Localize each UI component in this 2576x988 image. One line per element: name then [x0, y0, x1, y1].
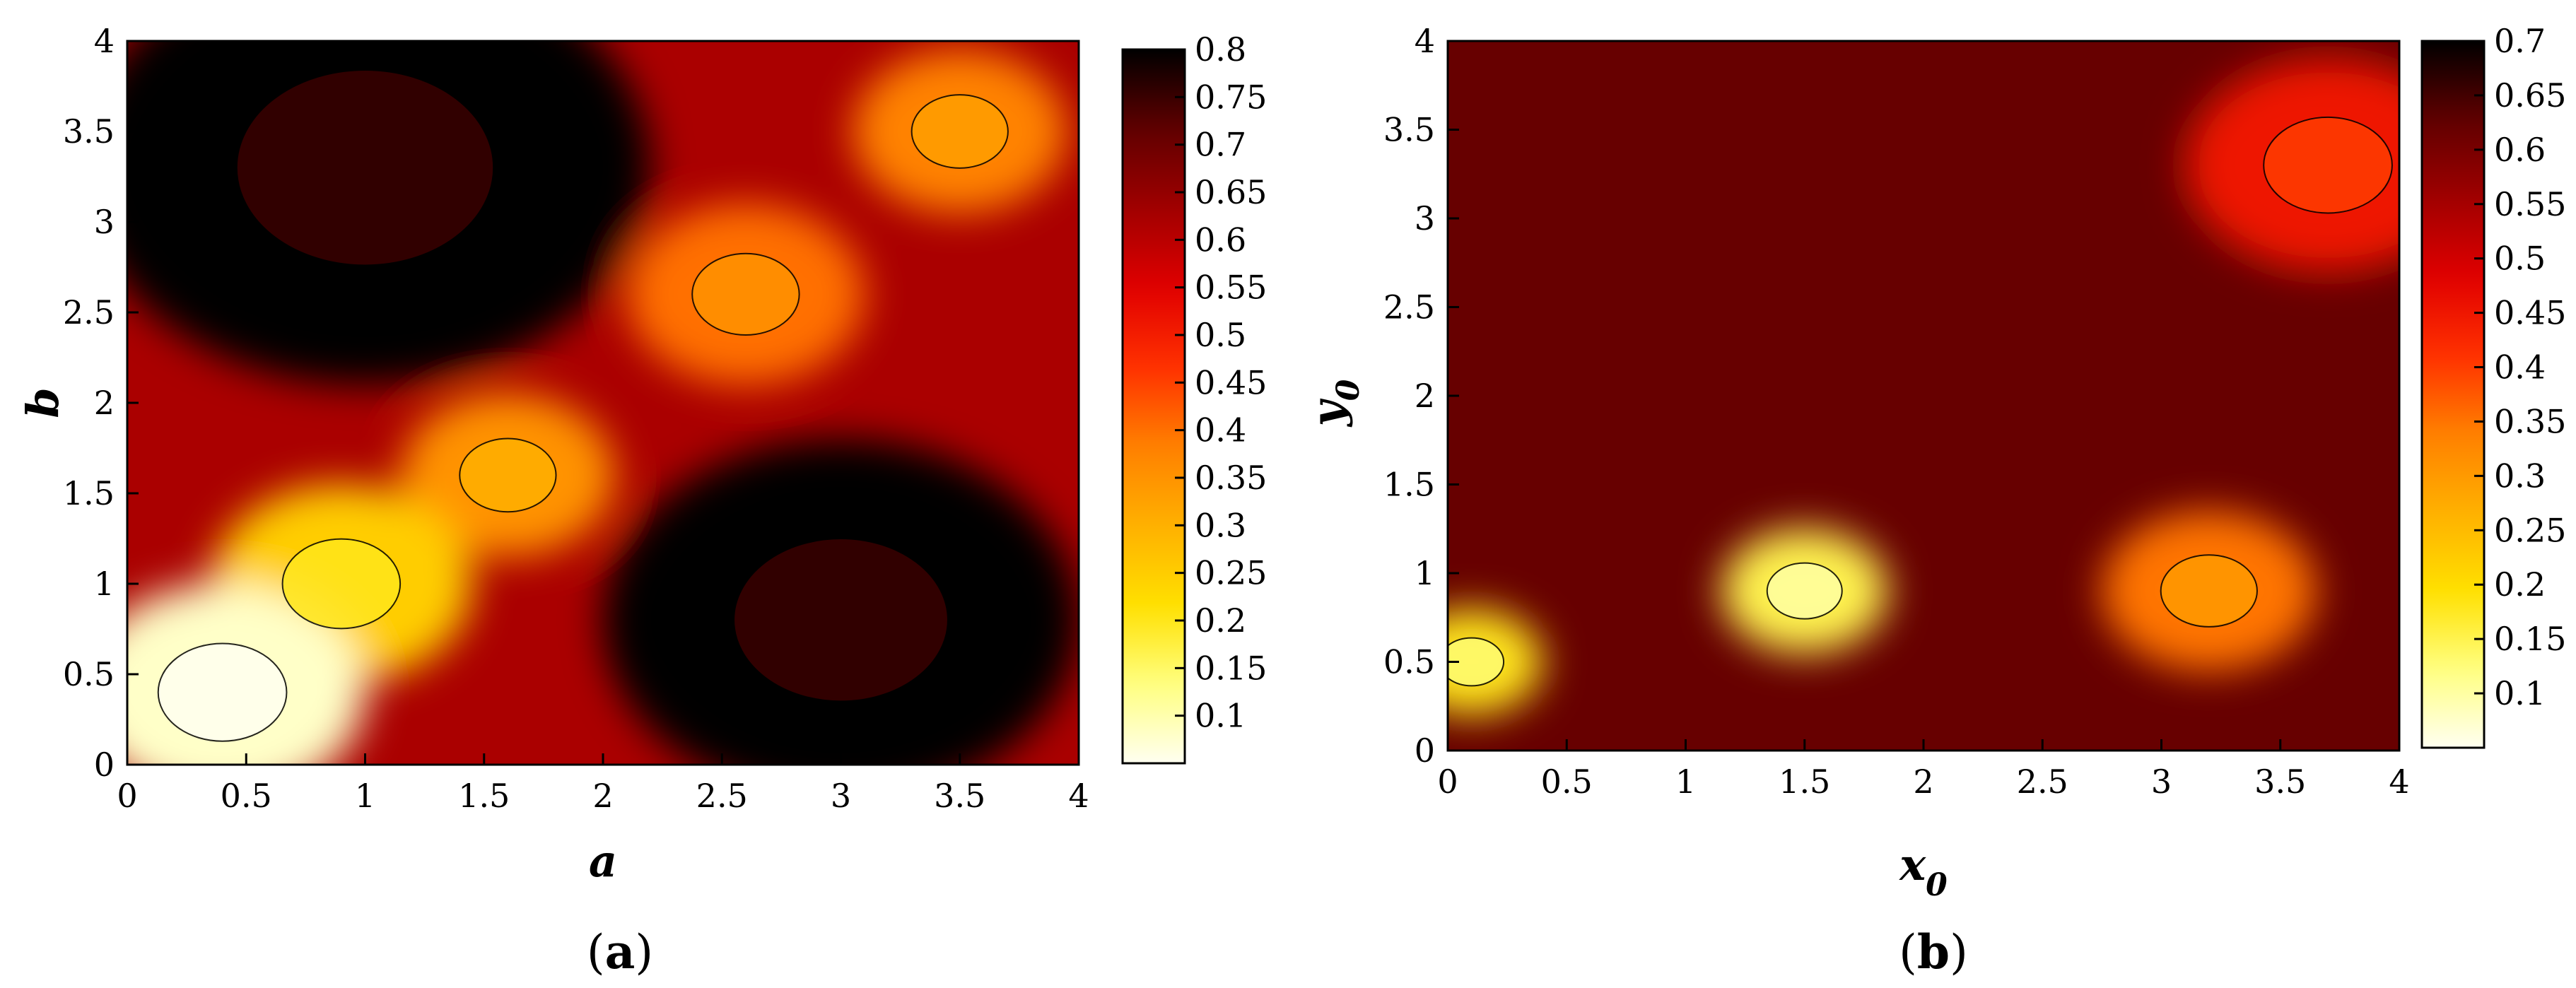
y-tick-label: 3.5 [63, 112, 115, 151]
panel-b-caption: (b) [1899, 924, 1968, 980]
colorbar-tick-label: 0.7 [2494, 22, 2546, 60]
x-tick-label: 1.5 [1779, 763, 1830, 801]
x-tick-label: 0.5 [221, 777, 272, 815]
colorbar-tick-label: 0.6 [1195, 220, 1246, 259]
x-tick-label: 0 [117, 777, 137, 815]
y-tick-label: 1.5 [63, 474, 115, 512]
heatmap-core-1 [235, 69, 495, 266]
colorbar-tick-label: 0.65 [2494, 76, 2566, 114]
heatmap-core-6 [281, 538, 402, 630]
heatmap-core-4 [1766, 562, 1843, 620]
colorbar-tick-label: 0.75 [1195, 78, 1267, 116]
y-tick-label: 0.5 [63, 655, 115, 693]
colorbar: 0.1 0.15 0.2 0.25 0.3 0.35 0.4 0.45 0.5 0.55 0.6 0.… [1121, 30, 1267, 765]
y-tick-label: 0 [1415, 731, 1435, 770]
x-tick-label: 2 [1913, 763, 1933, 801]
x-tick-label: 4 [2389, 763, 2409, 801]
colorbar-tick-label: 0.5 [1195, 316, 1246, 354]
colorbar-tick-label: 0.15 [1195, 649, 1267, 687]
colorbar-tick-label: 0.35 [1195, 459, 1267, 497]
panel-a: 0 0.5 1 1.5 2 2.5 3 3.5 400.511.522.533.54ab0.10… [17, 22, 1267, 887]
heatmap-core-4 [911, 94, 1009, 169]
x-tick-label: 1.5 [458, 777, 510, 815]
colorbar-tick-label: 0.45 [1195, 363, 1267, 401]
colorbar-tick-label: 0.6 [2494, 131, 2546, 169]
y-tick-label: 0.5 [1383, 643, 1435, 681]
colorbar-tick-label: 0.7 [1195, 126, 1246, 164]
x-tick-label: 4 [1068, 777, 1089, 815]
y-tick-label: 3 [94, 203, 115, 241]
heatmap-core-3 [1448, 637, 1505, 687]
colorbar: 0.1 0.15 0.2 0.25 0.3 0.35 0.4 0.45 0.5 0.55 0.6 0.… [2420, 22, 2566, 749]
x-tick-label: 3.5 [2254, 763, 2306, 801]
y-tick-label: 2 [1415, 377, 1435, 415]
colorbar-tick-label: 0.5 [2494, 240, 2546, 278]
panel-a-caption: (a) [587, 924, 653, 980]
y-tick-label: 1 [1415, 554, 1435, 592]
x-tick-label: 1 [355, 777, 375, 815]
heatmap-field [127, 41, 1079, 765]
colorbar-tick-label: 0.35 [2494, 402, 2566, 440]
y-tick-label: 1 [94, 565, 115, 603]
colorbar-tick-label: 0.2 [2494, 565, 2546, 604]
y-tick-label: 0 [94, 746, 115, 784]
y-tick-label: 3 [1415, 199, 1435, 237]
x-tick-label: 3.5 [934, 777, 985, 815]
x-tick-label: 2 [592, 777, 613, 815]
colorbar-tick-label: 0.55 [1195, 269, 1267, 307]
heatmap-core-7 [157, 642, 288, 742]
colorbar-tick-label: 0.1 [2494, 674, 2546, 712]
colorbar-tick-label: 0.8 [1195, 30, 1246, 69]
heatmap-core-1 [2263, 116, 2393, 214]
y-tick-label: 4 [94, 22, 115, 60]
y-tick-label: 2.5 [1383, 288, 1435, 327]
colorbar-gradient [1121, 48, 1186, 765]
x-tick-label: 1 [1675, 763, 1696, 801]
heatmap-core-3 [691, 252, 800, 336]
colorbar-tick-label: 0.25 [2494, 511, 2566, 549]
x-tick-label: 0.5 [1541, 763, 1593, 801]
colorbar-tick-label: 0.3 [1195, 506, 1246, 544]
colorbar-tick-label: 0.4 [1195, 411, 1246, 449]
colorbar-tick-label: 0.25 [1195, 554, 1267, 592]
colorbar-tick-label: 0.2 [1195, 601, 1246, 640]
x-axis-label: x0 [1898, 839, 1948, 903]
y-tick-label: 2 [94, 384, 115, 422]
y-tick-label: 1.5 [1383, 466, 1435, 504]
colorbar-tick-label: 0.45 [2494, 294, 2566, 332]
x-tick-label: 2.5 [2017, 763, 2068, 801]
y-tick-label: 4 [1415, 22, 1435, 60]
colorbar-gradient [2420, 40, 2486, 749]
heatmap-core-5 [459, 437, 557, 513]
x-tick-label: 3 [831, 777, 851, 815]
colorbar-tick-label: 0.65 [1195, 173, 1267, 211]
y-tick-label: 3.5 [1383, 111, 1435, 149]
colorbar-tick-label: 0.1 [1195, 697, 1246, 735]
y-axis-label: b [17, 387, 69, 418]
y-axis-label: y0 [1302, 379, 1366, 428]
colorbar-tick-label: 0.15 [2494, 620, 2566, 658]
colorbar-tick-label: 0.55 [2494, 185, 2566, 223]
x-tick-label: 0 [1437, 763, 1458, 801]
colorbar-tick-label: 0.4 [2494, 348, 2546, 387]
heatmap-core-2 [2160, 554, 2258, 628]
colorbar-tick-label: 0.3 [2494, 457, 2546, 495]
y-tick-label: 2.5 [63, 293, 115, 331]
x-tick-label: 2.5 [696, 777, 748, 815]
heatmap-field [1448, 41, 2399, 751]
panel-b: 0 0.5 1 1.5 2 2.5 3 3.5 4 0 0.5 1 1.5 2 2.5 3 3.5 4 x0 y0 0.… [1302, 22, 2566, 903]
heatmap-core-2 [733, 538, 949, 702]
x-tick-label: 3 [2151, 763, 2172, 801]
x-axis-label: a [589, 835, 617, 887]
